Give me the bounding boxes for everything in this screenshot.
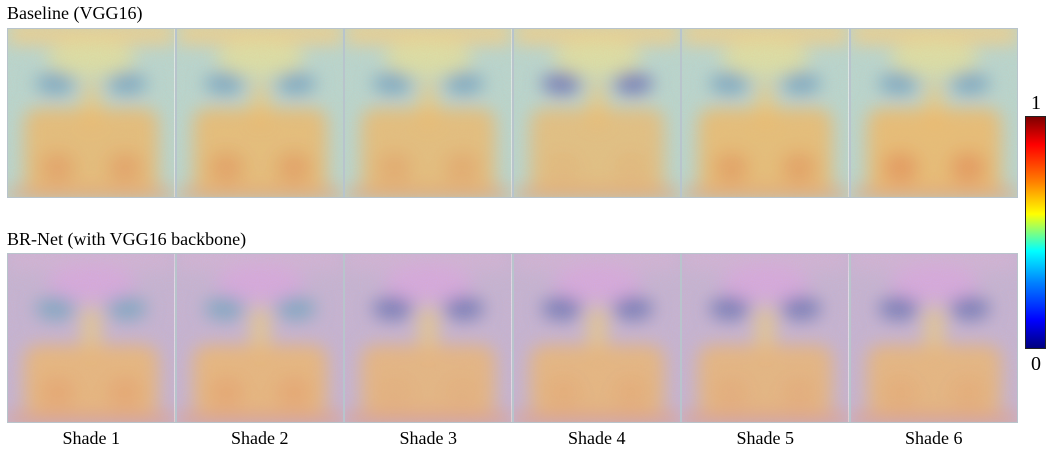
row-title-baseline: Baseline (VGG16) <box>7 3 143 23</box>
brnet-heatmap-row <box>7 253 1018 423</box>
heatmap-image <box>176 29 343 197</box>
heatmap-baseline-shade-1 <box>7 28 176 198</box>
heatmap-baseline-shade-6 <box>849 28 1018 198</box>
heatmap-baseline-shade-5 <box>681 28 850 198</box>
colorbar-max-label: 1 <box>1031 92 1041 114</box>
shade-label-3: Shade 3 <box>399 428 458 448</box>
heatmap-baseline-shade-2 <box>175 28 344 198</box>
heatmap-image <box>682 29 849 197</box>
heatmap-brnet-shade-1 <box>7 253 176 423</box>
heatmap-image <box>345 29 512 197</box>
colorbar-min-label: 0 <box>1031 353 1041 375</box>
shade-label-2: Shade 2 <box>231 428 289 448</box>
shade-label-1: Shade 1 <box>62 428 121 448</box>
shade-label-5: Shade 5 <box>736 428 795 448</box>
colorbar <box>1025 116 1046 349</box>
baseline-heatmap-row <box>7 28 1018 198</box>
heatmap-brnet-shade-5 <box>681 253 850 423</box>
row-title-brnet: BR-Net (with VGG16 backbone) <box>7 229 247 249</box>
heatmap-image <box>513 254 680 422</box>
heatmap-image <box>8 29 175 197</box>
shade-label-6: Shade 6 <box>905 428 963 448</box>
shade-label-4: Shade 4 <box>568 428 626 448</box>
heatmap-image <box>345 254 512 422</box>
heatmap-image <box>850 29 1017 197</box>
heatmap-brnet-shade-4 <box>512 253 681 423</box>
heatmap-image <box>682 254 849 422</box>
heatmap-image <box>850 254 1017 422</box>
heatmap-image <box>513 29 680 197</box>
heatmap-image <box>176 254 343 422</box>
heatmap-brnet-shade-3 <box>344 253 513 423</box>
heatmap-brnet-shade-6 <box>849 253 1018 423</box>
shade-label-row: Shade 1 Shade 2 Shade 3 Shade 4 Shade 5 … <box>7 428 1018 448</box>
heatmap-baseline-shade-3 <box>344 28 513 198</box>
heatmap-image <box>8 254 175 422</box>
heatmap-baseline-shade-4 <box>512 28 681 198</box>
heatmap-brnet-shade-2 <box>175 253 344 423</box>
